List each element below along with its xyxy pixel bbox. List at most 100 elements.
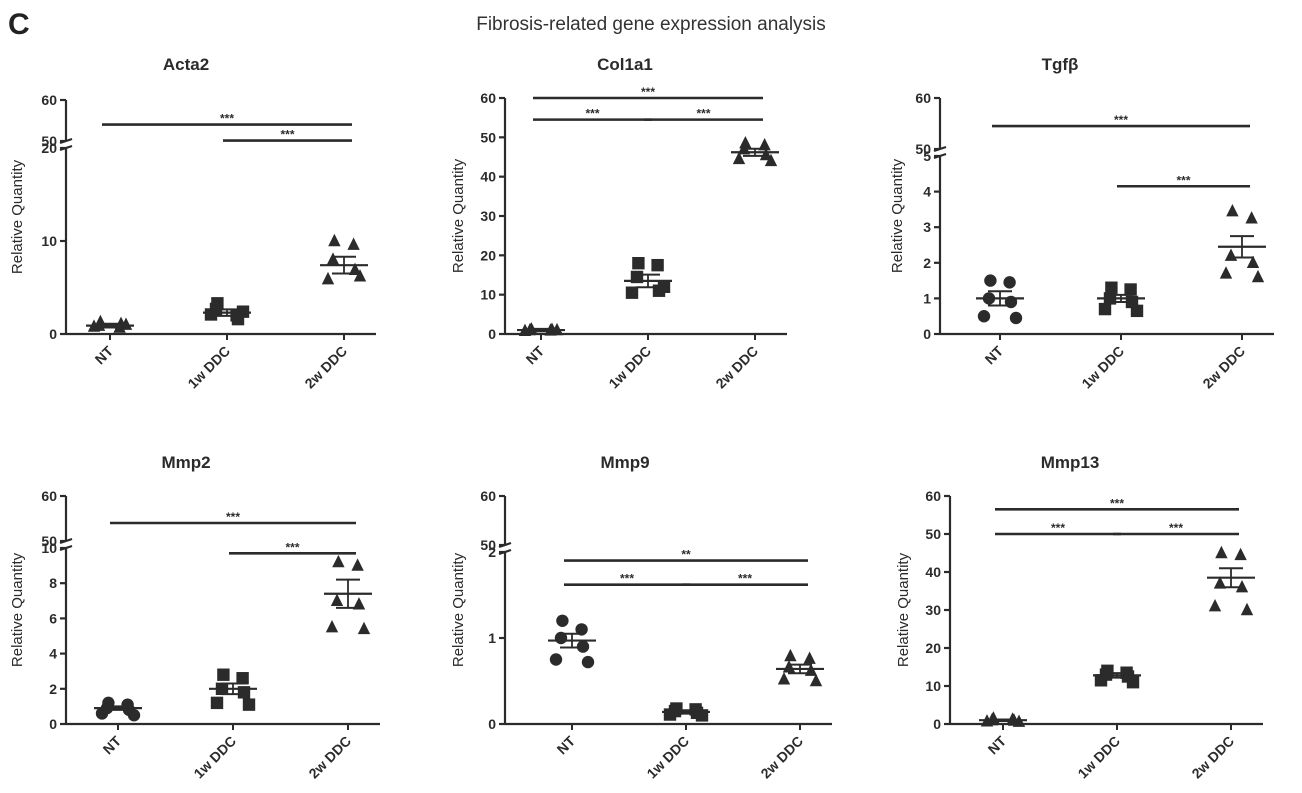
- x-tick-label: 2w DDC: [301, 343, 350, 392]
- x-tick-label: 1w DDC: [184, 343, 233, 392]
- significance-label: ***: [226, 510, 240, 524]
- data-point: [357, 621, 371, 635]
- y-tick-label: 0: [488, 716, 496, 732]
- data-point: [784, 648, 797, 662]
- y-tick-label: 2: [488, 544, 496, 560]
- data-point: [119, 317, 133, 330]
- y-tick-label: 60: [41, 92, 57, 108]
- y-tick-label: 0: [49, 326, 57, 342]
- significance-label: ***: [285, 540, 299, 554]
- data-group-0: [548, 614, 596, 669]
- data-group-0: [979, 711, 1027, 727]
- data-group-2: [731, 136, 779, 167]
- data-point: [1226, 203, 1239, 217]
- chart-title: Acta2: [163, 55, 209, 74]
- y-tick-label: 20: [480, 247, 496, 263]
- y-tick-label: 2: [923, 255, 931, 271]
- y-tick-label: 4: [49, 646, 57, 662]
- chart-title: Mmp13: [1041, 453, 1100, 472]
- y-tick-label: 60: [41, 488, 57, 504]
- data-point: [347, 237, 360, 250]
- y-tick-label: 3: [923, 219, 931, 235]
- y-axis: [498, 494, 512, 726]
- data-group-1: [662, 702, 710, 722]
- y-tick-label: 20: [41, 140, 57, 156]
- data-point: [1219, 266, 1233, 279]
- y-tick-label: 5: [923, 148, 931, 164]
- significance-label: ***: [585, 107, 599, 121]
- y-tick-label: 2: [49, 681, 57, 697]
- chart-1: Col1a1 Relative Quantity 0 10 20 30 40 50 60 NT 1w…: [450, 55, 787, 392]
- data-point: [217, 668, 230, 681]
- data-group-0: [517, 322, 565, 337]
- y-tick-label: 60: [925, 488, 941, 504]
- y-tick-label: 20: [925, 640, 941, 656]
- y-axis: [59, 98, 73, 336]
- significance-label: ***: [280, 128, 294, 142]
- significance-label: ***: [1176, 173, 1190, 187]
- x-tick-label: 1w DDC: [1078, 343, 1127, 392]
- y-tick-label: 10: [41, 233, 57, 249]
- data-point: [330, 593, 344, 606]
- y-tick-label: 50: [915, 141, 931, 157]
- data-point: [581, 655, 595, 669]
- y-tick-label: 1: [488, 630, 496, 646]
- data-point: [556, 614, 569, 627]
- data-point: [1245, 211, 1258, 224]
- y-tick-label: 0: [923, 326, 931, 342]
- y-tick-label: 30: [925, 602, 941, 618]
- chart-5: Mmp13 Relative Quantity 0 10 20 30 40 50 60 NT 1w …: [895, 453, 1263, 782]
- figure-title: Fibrosis-related gene expression analysi…: [476, 14, 826, 35]
- significance-label: ***: [738, 572, 752, 586]
- y-tick-label: 1: [923, 290, 931, 306]
- data-point: [127, 709, 141, 722]
- y-axis-label: Relative Quantity: [450, 158, 467, 273]
- data-group-0: [976, 274, 1024, 325]
- y-tick-label: 30: [480, 208, 496, 224]
- chart-4: Mmp9 Relative Quantity 50 60 0 1 2 NT 1w DDC 2w D…: [450, 453, 832, 782]
- x-tick-label: 1w DDC: [1074, 733, 1123, 782]
- y-tick-label: 10: [925, 678, 941, 694]
- data-point: [758, 138, 771, 151]
- data-point: [657, 280, 671, 293]
- chart-2: Tgfβ Relative Quantity 50 60 0 1 2 3 4 5 NT 1w DDC 2…: [889, 55, 1274, 392]
- x-tick-label: 1w DDC: [643, 733, 692, 782]
- data-point: [1213, 576, 1227, 589]
- chart-0: Acta2 Relative Quantity 50 60 0 10 20 NT 1w DDC 2…: [9, 55, 376, 392]
- y-axis: [944, 494, 952, 726]
- data-group-0: [86, 314, 134, 333]
- y-tick-label: 4: [923, 184, 931, 200]
- data-point: [549, 653, 563, 666]
- data-point: [1098, 302, 1112, 316]
- data-point: [95, 707, 109, 720]
- data-point: [352, 597, 366, 610]
- data-group-1: [624, 257, 672, 299]
- x-tick-label: 2w DDC: [1188, 733, 1237, 782]
- y-tick-label: 6: [49, 610, 57, 626]
- x-tick-label: 1w DDC: [605, 343, 654, 392]
- y-tick-label: 10: [480, 287, 496, 303]
- data-point: [353, 269, 367, 282]
- y-axis-label: Relative Quantity: [9, 552, 26, 667]
- data-point: [803, 651, 816, 664]
- data-point: [1130, 304, 1144, 318]
- data-point: [328, 233, 341, 247]
- data-point: [325, 620, 339, 633]
- significance-label: ***: [220, 112, 234, 126]
- y-tick-label: 50: [41, 533, 57, 549]
- data-point: [809, 673, 823, 687]
- y-tick-label: 60: [915, 90, 931, 106]
- data-point: [732, 151, 746, 165]
- y-axis-label: Relative Quantity: [889, 158, 906, 273]
- data-point: [977, 310, 991, 323]
- y-tick-label: 60: [480, 488, 496, 504]
- x-tick-label: NT: [985, 732, 1010, 757]
- data-point: [1246, 255, 1260, 268]
- data-point: [1251, 269, 1265, 283]
- data-point: [1124, 283, 1137, 296]
- x-tick-label: NT: [982, 342, 1007, 367]
- significance-label: ***: [1110, 496, 1124, 510]
- data-point: [1094, 674, 1108, 687]
- data-group-1: [1093, 664, 1141, 689]
